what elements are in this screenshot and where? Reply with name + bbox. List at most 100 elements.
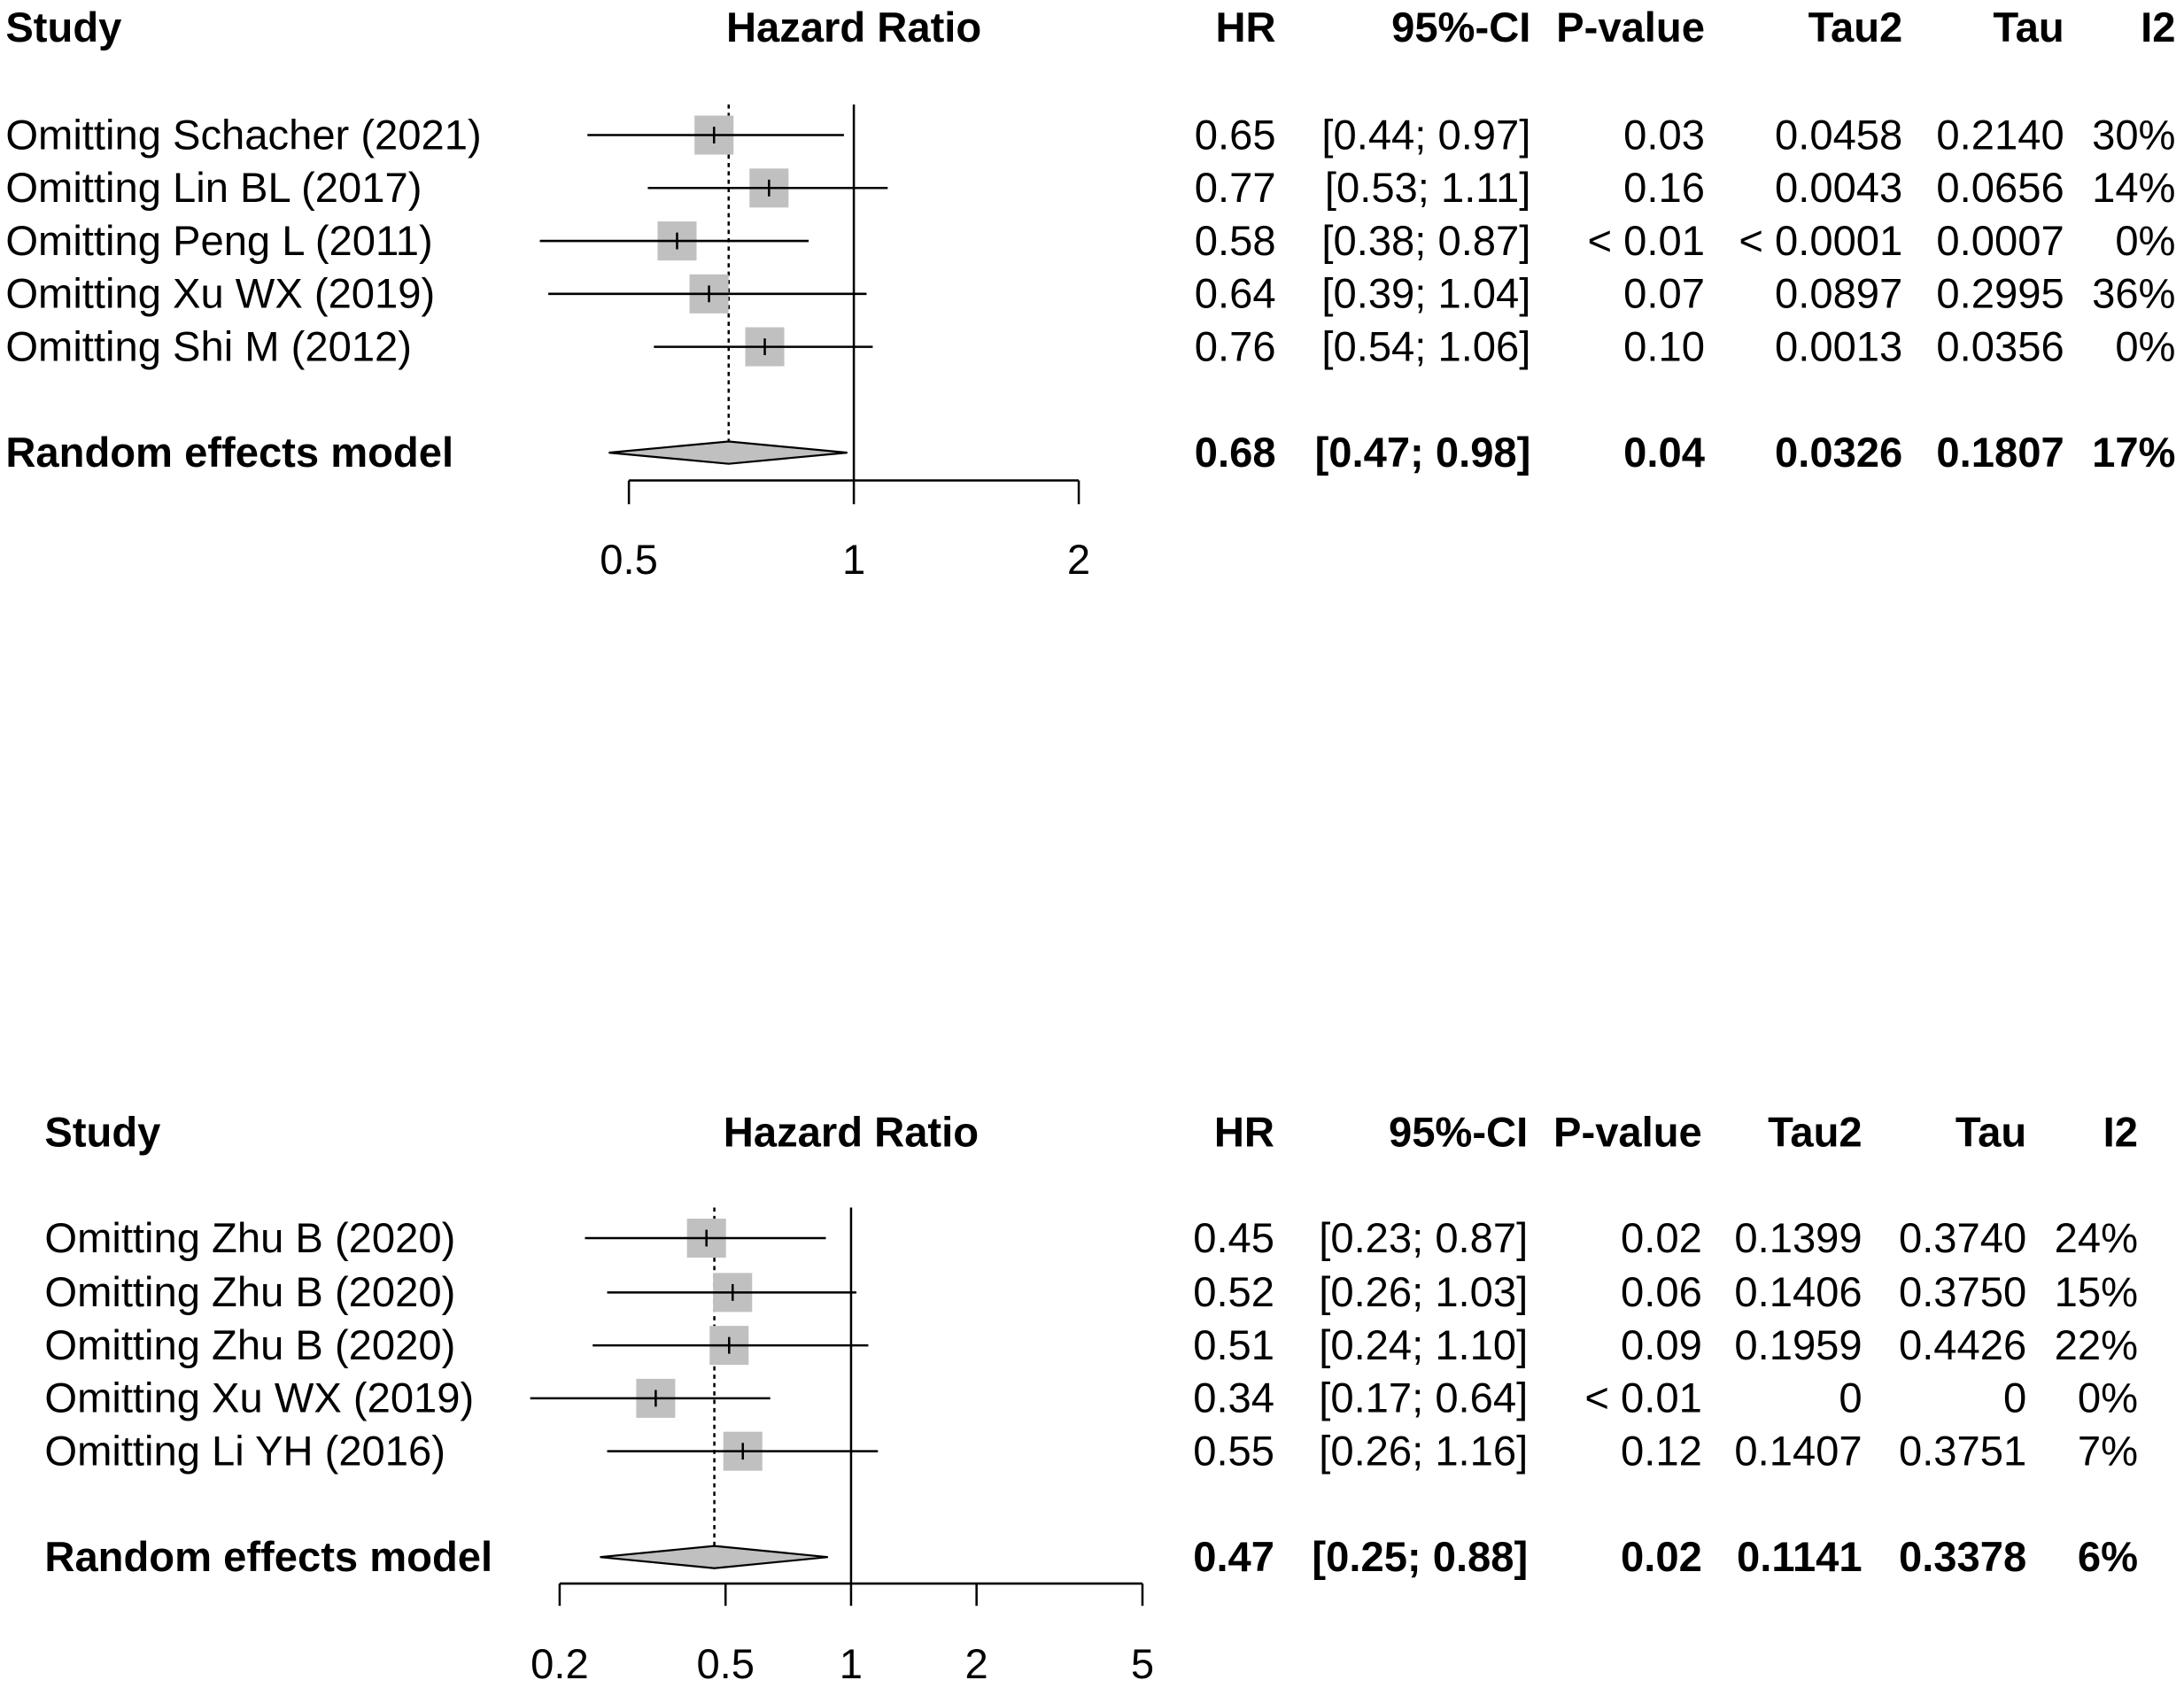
header-i2: I2	[2103, 1108, 2138, 1155]
x-axis: 0.2 0.5 1 2 5	[531, 1582, 1154, 1687]
tau-value: 0.3751	[1899, 1427, 2026, 1474]
study-label: Omitting Zhu B (2020)	[44, 1214, 455, 1261]
p-value: 0.02	[1621, 1533, 1702, 1580]
tau-value: 0.3740	[1899, 1214, 2026, 1261]
study-label: Random effects model	[5, 429, 453, 476]
header-effect: Hazard Ratio	[726, 4, 981, 50]
study-row: Omitting Shi M (2012) 0.76 [0.54; 1.06] 0.1…	[5, 322, 2175, 369]
study-label: Omitting Schacher (2021)	[5, 111, 481, 158]
tau2-value: 0.1407	[1734, 1427, 1862, 1474]
ci-value: [0.47; 0.98]	[1315, 429, 1531, 476]
tau2-value: 0	[1839, 1374, 1862, 1421]
study-label: Omitting Lin BL (2017)	[5, 164, 422, 211]
i2-value: 0%	[2078, 1374, 2138, 1421]
axis-tick-label: 0.5	[600, 536, 658, 583]
i2-value: 0%	[2115, 217, 2175, 264]
header-ci: 95%-CI	[1389, 1108, 1528, 1155]
header-effect: Hazard Ratio	[724, 1108, 979, 1155]
i2-value: 15%	[2055, 1268, 2138, 1315]
p-value: 0.02	[1621, 1214, 1702, 1261]
header-hr: HR	[1215, 4, 1275, 50]
study-label: Omitting Peng L (2011)	[5, 217, 432, 264]
tau-value: 0.1807	[1936, 429, 2064, 476]
hr-value: 0.65	[1195, 111, 1276, 158]
x-axis: 0.5 1 2	[600, 479, 1090, 583]
p-value: 0.16	[1623, 164, 1705, 211]
ci-value: [0.24; 1.10]	[1319, 1321, 1528, 1368]
ci-value: [0.23; 0.87]	[1319, 1214, 1528, 1261]
tau2-value: 0.0326	[1775, 429, 1902, 476]
header-tau: Tau	[1956, 1108, 2026, 1155]
study-row: Omitting Lin BL (2017) 0.77 [0.53; 1.11] 0.…	[5, 164, 2175, 211]
study-label: Omitting Xu WX (2019)	[44, 1374, 474, 1421]
i2-value: 6%	[2078, 1533, 2138, 1580]
study-label: Omitting Li YH (2016)	[44, 1427, 445, 1474]
hr-value: 0.45	[1193, 1214, 1274, 1261]
tau-value: 0.2995	[1936, 270, 2064, 317]
p-value: 0.09	[1621, 1321, 1702, 1368]
header-tau2: Tau2	[1808, 4, 1903, 50]
hr-value: 0.76	[1195, 322, 1276, 369]
header-study: Study	[44, 1108, 160, 1155]
forest-plot-1: Study Hazard Ratio HR 95%-CI P-value Tau2 Tau I…	[5, 4, 2175, 583]
p-value: < 0.01	[1588, 217, 1705, 264]
study-row: Omitting Peng L (2011) 0.58 [0.38; 0.87] < …	[5, 217, 2175, 264]
header-tau: Tau	[1993, 4, 2064, 50]
header-study: Study	[5, 4, 121, 50]
tau-value: 0	[2003, 1374, 2026, 1421]
forest-plot-2: Study Hazard Ratio HR 95%-CI P-value Tau2 Tau I…	[44, 1108, 2138, 1687]
axis-tick-label: 2	[1067, 536, 1090, 583]
study-row: Omitting Zhu B (2020) 0.45 [0.23; 0.87] 0.0…	[44, 1214, 2138, 1261]
i2-value: 17%	[2092, 429, 2175, 476]
hr-value: 0.47	[1193, 1533, 1274, 1580]
tau-value: 0.0656	[1936, 164, 2064, 211]
header-p: P-value	[1553, 1108, 1702, 1155]
hr-value: 0.64	[1195, 270, 1276, 317]
study-label: Omitting Zhu B (2020)	[44, 1268, 455, 1315]
p-value: 0.10	[1623, 322, 1705, 369]
ci-value: [0.25; 0.88]	[1312, 1533, 1528, 1580]
model-row: Random effects model 0.47 [0.25; 0.88] 0.02…	[44, 1533, 2138, 1580]
header-hr: HR	[1214, 1108, 1274, 1155]
i2-value: 30%	[2092, 111, 2175, 158]
ci-value: [0.38; 0.87]	[1321, 217, 1530, 264]
axis-tick-label: 5	[1131, 1640, 1154, 1687]
study-label: Omitting Shi M (2012)	[5, 322, 412, 369]
hr-value: 0.77	[1195, 164, 1276, 211]
p-value: < 0.01	[1584, 1374, 1701, 1421]
tau-value: 0.3378	[1899, 1533, 2026, 1580]
i2-value: 36%	[2092, 270, 2175, 317]
tau2-value: 0.0897	[1775, 270, 1902, 317]
axis-tick-label: 0.5	[696, 1640, 755, 1687]
hr-value: 0.52	[1193, 1268, 1274, 1315]
ci-value: [0.53; 1.11]	[1325, 164, 1530, 211]
ci-value: [0.17; 0.64]	[1319, 1374, 1528, 1421]
tau2-value: 0.0458	[1775, 111, 1902, 158]
axis-tick-label: 1	[842, 536, 865, 583]
hr-value: 0.34	[1193, 1374, 1274, 1421]
p-value: 0.04	[1623, 429, 1705, 476]
tau-value: 0.0007	[1936, 217, 2064, 264]
model-row: Random effects model 0.68 [0.47; 0.98] 0.04…	[5, 429, 2175, 476]
tau2-value: 0.0043	[1775, 164, 1902, 211]
tau2-value: 0.1141	[1737, 1533, 1863, 1580]
i2-value: 24%	[2055, 1214, 2138, 1261]
tau2-value: 0.1399	[1734, 1214, 1862, 1261]
pooled-diamond	[600, 1545, 828, 1569]
header-tau2: Tau2	[1768, 1108, 1863, 1155]
tau-value: 0.4426	[1899, 1321, 2026, 1368]
study-row: Omitting Xu WX (2019) 0.64 [0.39; 1.04] 0.0…	[5, 270, 2175, 317]
study-label: Omitting Xu WX (2019)	[5, 270, 435, 317]
study-row: Omitting Zhu B (2020) 0.52 [0.26; 1.03] 0.0…	[44, 1268, 2138, 1315]
axis-tick-label: 1	[840, 1640, 863, 1687]
hr-value: 0.51	[1193, 1321, 1274, 1368]
tau2-value: < 0.0001	[1739, 217, 1902, 264]
header-i2: I2	[2141, 4, 2175, 50]
tau-value: 0.2140	[1936, 111, 2064, 158]
study-label: Omitting Zhu B (2020)	[44, 1321, 455, 1368]
tau2-value: 0.1959	[1734, 1321, 1862, 1368]
axis-tick-label: 2	[965, 1640, 988, 1687]
hr-value: 0.58	[1195, 217, 1276, 264]
i2-value: 14%	[2092, 164, 2175, 211]
